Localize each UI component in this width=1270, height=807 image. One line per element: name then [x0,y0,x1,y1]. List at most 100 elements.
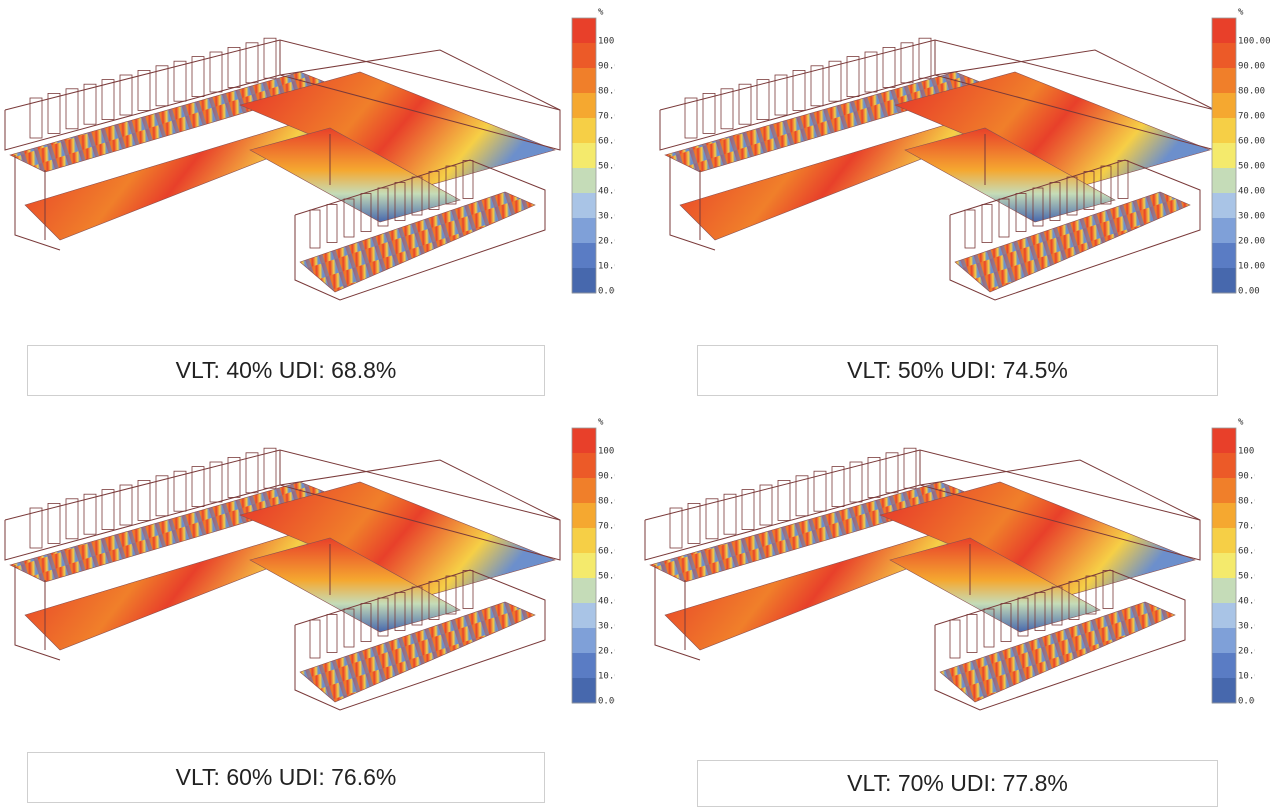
color-bar-segment [572,678,596,704]
legend-tick-label: 90.00 [598,62,615,72]
legend-tick-label: 20.00 [598,237,615,247]
color-bar-segment [1212,678,1236,704]
room-frame [445,165,457,205]
room-frame [263,447,277,489]
color-bar-segment [572,193,596,219]
wireframe [934,40,1216,111]
color-bar-segment [572,68,596,94]
legend-tick-label: 20.00 [1238,237,1265,247]
room-frame [191,466,205,507]
legend-tick-label: 50.00 [1238,572,1255,582]
color-bar-segment [572,93,596,119]
room-frame [65,88,79,130]
rendering: % 100.00 90.00 80.00 70.00 60.00 50.00 40.00 30.… [644,418,1255,711]
color-bar-segment [572,578,596,604]
legend-tick-label: 90.00 [598,472,615,482]
panel: % 100.00 90.00 80.00 70.00 60.00 50.00 40.00 30.… [655,0,1270,320]
color-bar-segment [1212,168,1236,194]
color-bar-frame [1211,427,1237,704]
room-frame [394,592,406,631]
floor-heatmap [939,601,1176,703]
room-frame [1085,575,1097,615]
room-frame [360,193,372,232]
legend-tick-label: 40.00 [1238,187,1265,197]
legend-tick-label: 100.00 [1238,447,1255,457]
room-frame [882,47,896,88]
panel: % 100.00 90.00 80.00 70.00 60.00 50.00 40.00 30.… [640,410,1255,730]
room-frame [998,198,1010,238]
room-frame [738,83,752,125]
floor-heatmap [954,191,1191,293]
room-frame [756,79,770,120]
wireframe [14,155,61,251]
room-frame [428,171,440,210]
room-frame [1068,581,1080,620]
room-frame [155,65,169,107]
rendering: % 100.00 90.00 80.00 70.00 60.00 50.00 40.00 30.… [4,418,615,711]
room-frame [377,187,389,227]
room-frame [777,480,791,521]
color-bar-segment [1212,118,1236,144]
wireframe [294,569,546,711]
color-bar-segment [1212,603,1236,629]
room-frame [1051,586,1063,626]
room-frame [411,586,423,626]
color-bar-segment [572,168,596,194]
legend-tick-label: 0.00 [598,287,615,297]
color-bar-segment [1212,653,1236,679]
room-frame [360,603,372,642]
room-frame [1017,597,1029,637]
color-bar-segment [572,118,596,144]
room-frame [326,614,338,653]
caption: VLT: 40% UDI: 68.8% [27,345,545,396]
color-bar-segment [572,503,596,529]
color-bar-segment [572,453,596,479]
room-frame [245,42,259,84]
caption: VLT: 60% UDI: 76.6% [27,752,545,803]
legend-tick-label: 70.00 [1238,522,1255,532]
room-frame [741,489,755,530]
legend-tick-label: 70.00 [598,112,615,122]
legend-tick-label: 80.00 [598,497,615,507]
floor-heatmap [889,537,1101,633]
legend-tick-label: 80.00 [1238,497,1255,507]
room-frame [702,93,716,134]
legend-tick-label: 40.00 [1238,597,1255,607]
legend-tick-label: 90.00 [1238,62,1265,72]
room-frame [918,37,932,79]
room-frame [669,507,683,549]
room-frame [810,65,824,107]
room-frame [900,42,914,84]
wireframe [949,159,1201,301]
room-frame [774,74,788,116]
color-bar-segment [572,478,596,504]
room-frame [849,461,863,503]
room-frame [47,93,61,134]
wireframe [279,40,561,111]
color-bar-segment [572,428,596,454]
legend-tick-label: 100.00 [598,37,615,47]
room-frame [343,198,355,238]
room-frame [137,70,151,111]
room-frame [394,182,406,221]
legend-tick-label: 10.00 [1238,262,1265,272]
legend-tick-label: 30.00 [598,622,615,632]
room-frame [245,452,259,494]
room-frame [155,475,169,517]
color-bar-segment [1212,478,1236,504]
wireframe [934,569,1186,711]
color-bar-segment [1212,578,1236,604]
color-bar-segment [1212,143,1236,169]
legend-tick-label: 60.00 [1238,137,1265,147]
legend-tick-label: 20.00 [1238,647,1255,657]
floor-heatmap [299,191,536,293]
legend-tick-label: 70.00 [1238,112,1265,122]
wireframe [294,159,546,301]
room-frame [846,56,860,97]
room-frame [723,493,737,535]
legend-tick-label: 40.00 [598,187,615,197]
room-frame [462,570,474,609]
legend-tick-label: 0.00 [598,697,615,707]
legend-tick-label: 10.00 [598,672,615,682]
room-frame [1000,603,1012,642]
